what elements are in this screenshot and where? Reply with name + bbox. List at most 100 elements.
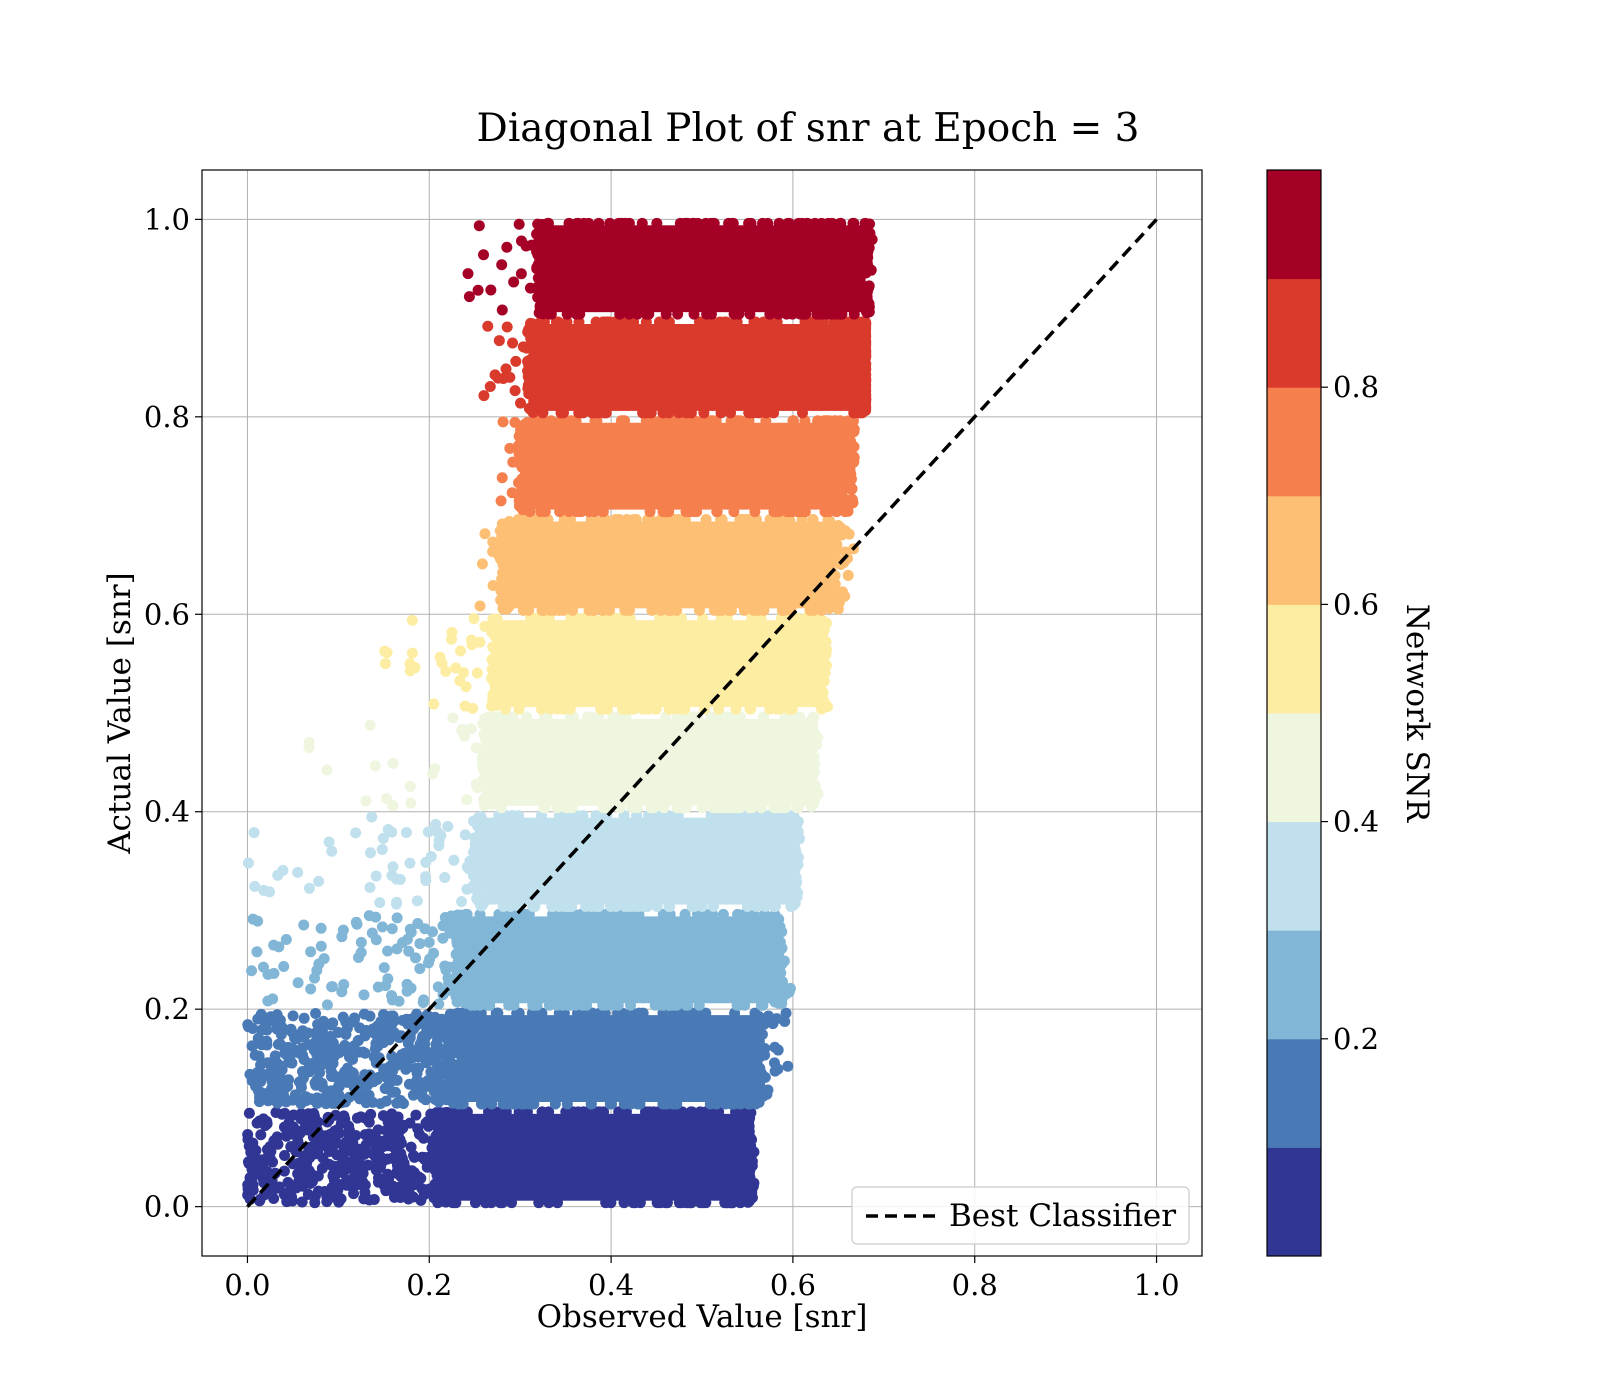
scatter-point bbox=[251, 946, 263, 958]
scatter-point bbox=[537, 415, 549, 427]
scatter-point bbox=[476, 558, 488, 570]
scatter-point bbox=[292, 866, 304, 878]
scatter-point bbox=[553, 901, 565, 913]
scatter-point bbox=[842, 569, 854, 581]
scatter-point bbox=[277, 864, 289, 876]
scatter-point bbox=[782, 217, 794, 229]
scatter-point bbox=[370, 870, 382, 882]
scatter-point bbox=[387, 861, 399, 873]
scatter-point bbox=[523, 494, 535, 506]
scatter-point bbox=[759, 901, 771, 913]
scatter-point bbox=[700, 217, 712, 229]
scatter-point bbox=[791, 802, 803, 814]
scatter-point bbox=[274, 1014, 286, 1026]
scatter-point bbox=[655, 1197, 667, 1209]
scatter-point bbox=[292, 1125, 304, 1137]
scatter-point bbox=[373, 1024, 385, 1036]
scatter-point bbox=[532, 263, 544, 275]
scatter-point bbox=[757, 217, 769, 229]
scatter-point bbox=[290, 1145, 302, 1157]
scatter-point bbox=[447, 712, 459, 724]
scatter-point bbox=[535, 703, 547, 715]
scatter-point bbox=[408, 1167, 420, 1179]
scatter-point bbox=[672, 308, 684, 320]
scatter-point bbox=[588, 506, 600, 518]
scatter-point bbox=[860, 296, 872, 308]
scatter-point bbox=[480, 1197, 492, 1209]
scatter-point bbox=[604, 1098, 616, 1110]
scatter-point bbox=[538, 316, 550, 328]
scatter-point bbox=[404, 857, 416, 869]
scatter-point bbox=[366, 927, 378, 939]
scatter-point bbox=[782, 1060, 794, 1072]
x-tick-label: 0.6 bbox=[770, 1268, 816, 1302]
scatter-point bbox=[859, 217, 871, 229]
scatter-point bbox=[794, 711, 806, 723]
scatter-point bbox=[651, 217, 663, 229]
scatter-point bbox=[364, 1010, 376, 1022]
scatter-points bbox=[242, 217, 878, 1209]
scatter-point bbox=[391, 912, 403, 924]
scatter-point bbox=[366, 811, 378, 823]
scatter-point bbox=[551, 802, 563, 814]
scatter-point bbox=[832, 603, 844, 615]
scatter-point bbox=[442, 820, 454, 832]
scatter-point bbox=[757, 999, 769, 1011]
scatter-point bbox=[270, 1106, 282, 1118]
band-core bbox=[492, 718, 812, 806]
scatter-point bbox=[664, 999, 676, 1011]
scatter-point bbox=[469, 1197, 481, 1209]
scatter-point bbox=[733, 308, 745, 320]
scatter-point bbox=[744, 1132, 756, 1144]
scatter-point bbox=[708, 604, 720, 616]
scatter-point bbox=[432, 1063, 444, 1075]
scatter-point bbox=[273, 941, 285, 953]
scatter-point bbox=[372, 1124, 384, 1136]
scatter-point bbox=[669, 513, 681, 525]
colorbar-tick-label: 0.6 bbox=[1333, 587, 1379, 621]
scatter-point bbox=[414, 963, 426, 975]
scatter-point bbox=[381, 1072, 393, 1084]
scatter-point bbox=[279, 1083, 291, 1095]
scatter-point bbox=[715, 407, 727, 419]
scatter-point bbox=[513, 218, 525, 230]
scatter-point bbox=[772, 979, 784, 991]
scatter-point bbox=[316, 1093, 328, 1105]
scatter-point bbox=[749, 506, 761, 518]
scatter-point bbox=[489, 657, 501, 669]
scatter-point bbox=[461, 861, 473, 873]
scatter-point bbox=[800, 308, 812, 320]
scatter-point bbox=[660, 308, 672, 320]
scatter-point bbox=[728, 1098, 740, 1110]
scatter-point bbox=[600, 999, 612, 1011]
scatter-point bbox=[743, 217, 755, 229]
scatter-point bbox=[509, 416, 521, 428]
scatter-point bbox=[537, 407, 549, 419]
scatter-point bbox=[404, 923, 416, 935]
scatter-point bbox=[557, 1007, 569, 1019]
scatter-point bbox=[728, 506, 740, 518]
scatter-point bbox=[369, 1043, 381, 1055]
scatter-point bbox=[693, 999, 705, 1011]
scatter-point bbox=[379, 645, 391, 657]
scatter-point bbox=[359, 1186, 371, 1198]
scatter-band-5 bbox=[379, 612, 834, 715]
scatter-point bbox=[523, 504, 535, 516]
scatter-point bbox=[543, 1197, 555, 1209]
scatter-point bbox=[770, 935, 782, 947]
scatter-point bbox=[814, 646, 826, 658]
scatter-point bbox=[327, 1170, 339, 1182]
scatter-point bbox=[439, 872, 451, 884]
scatter-point bbox=[717, 908, 729, 920]
scatter-point bbox=[379, 658, 391, 670]
scatter-point bbox=[828, 587, 840, 599]
scatter-point bbox=[482, 320, 494, 332]
scatter-point bbox=[832, 520, 844, 532]
scatter-point bbox=[381, 1082, 393, 1094]
band-core bbox=[447, 1113, 748, 1201]
scatter-point bbox=[744, 1156, 756, 1168]
scatter-point bbox=[320, 1130, 332, 1142]
scatter-point bbox=[787, 415, 799, 427]
scatter-point bbox=[530, 336, 542, 348]
scatter-point bbox=[688, 506, 700, 518]
